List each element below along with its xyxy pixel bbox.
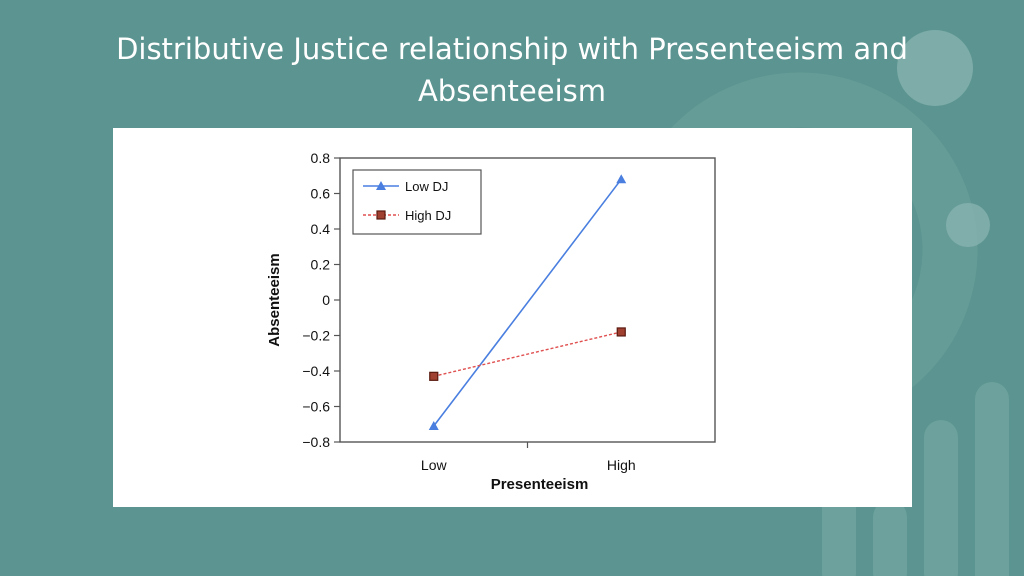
x-axis-title: Presenteeism — [491, 476, 589, 493]
y-tick-label: 0 — [322, 292, 330, 308]
decor-bar-2 — [873, 500, 907, 576]
y-tick-label: −0.2 — [302, 328, 330, 344]
decor-bar-3 — [924, 420, 958, 576]
line-chart: 0.8 0.6 0.4 0.2 0 −0.2 −0.4 −0.6 −0.8 Low High Pres… — [266, 150, 716, 493]
x-tick-label: High — [607, 457, 636, 473]
y-tick-label: −0.4 — [302, 363, 330, 379]
legend-box — [352, 169, 482, 235]
decor-circle-small — [946, 203, 990, 247]
y-tick-label: −0.8 — [302, 434, 330, 450]
chart-card: 0.8 0.6 0.4 0.2 0 −0.2 −0.4 −0.6 −0.8 Low High Pres… — [113, 128, 912, 507]
y-tick-label: 0.8 — [311, 150, 331, 166]
point-low-dj — [616, 174, 627, 184]
y-tick-label: 0.4 — [311, 221, 331, 237]
y-axis-title: Absenteeism — [266, 253, 283, 346]
decor-bar-4 — [975, 382, 1009, 576]
legend-marker-high-dj — [376, 210, 386, 220]
series-line-low-dj — [433, 178, 622, 427]
legend-label-low-dj: Low DJ — [405, 179, 448, 194]
series-line-high-dj — [433, 331, 622, 378]
y-tick-label: 0.6 — [311, 186, 331, 202]
point-high-dj — [616, 327, 626, 337]
slide-title: Distributive Justice relationship with P… — [116, 32, 908, 108]
point-low-dj — [428, 421, 439, 431]
legend-marker-low-dj — [376, 181, 386, 190]
y-tick-label: 0.2 — [311, 257, 331, 273]
legend-label-high-dj: High DJ — [405, 208, 451, 223]
x-tick-label: Low — [421, 457, 448, 473]
y-tick-label: −0.6 — [302, 399, 330, 415]
point-high-dj — [429, 371, 439, 381]
